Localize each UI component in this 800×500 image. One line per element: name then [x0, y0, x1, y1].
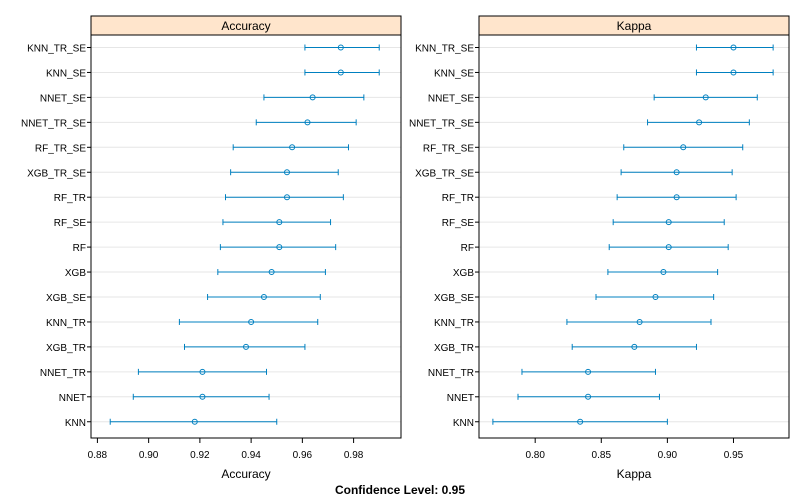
accuracy-category-label: NNET_TR — [40, 368, 86, 379]
accuracy-category-label: KNN_SE — [46, 68, 86, 79]
accuracy-point-knn-tr — [248, 318, 255, 325]
kappa-category-label: RF — [461, 243, 474, 254]
kappa-category-label: KNN — [453, 418, 474, 429]
kappa-point-knn — [577, 418, 584, 425]
accuracy-point-knn-se — [337, 69, 344, 76]
accuracy-panel: Accuracy KNN_TR_SE KNN_SE NNET_SE NNET_TR_SE… — [21, 15, 402, 481]
kappa-category-label: RF_TR_SE — [423, 143, 474, 154]
kappa-category-label: RF_SE — [442, 218, 475, 229]
kappa-x-tick-label: 0.85 — [592, 450, 612, 461]
confidence-level-footer: Confidence Level: 0.95 — [335, 483, 465, 497]
accuracy-axis-label: Accuracy — [221, 467, 270, 481]
kappa-point-xgb-se — [652, 294, 659, 300]
accuracy-category-label: NNET_TR_SE — [21, 118, 86, 129]
kappa-point-knn-tr-se — [730, 44, 737, 51]
kappa-point-xgb-tr — [631, 343, 638, 350]
accuracy-point-nnet-tr-se — [304, 119, 311, 126]
kappa-category-label: KNN_TR — [434, 318, 474, 329]
kappa-frame — [478, 34, 790, 439]
accuracy-category-label: NNET_SE — [40, 93, 86, 104]
accuracy-category-label: KNN_TR_SE — [27, 44, 86, 55]
accuracy-category-label: RF — [73, 243, 86, 254]
accuracy-category-label: XGB_TR_SE — [27, 168, 86, 179]
accuracy-strip-label: Accuracy — [221, 19, 270, 33]
kappa-point-rf — [665, 244, 672, 251]
accuracy-point-nnet — [199, 393, 206, 400]
accuracy-point-rf-se — [276, 219, 283, 226]
accuracy-frame — [90, 34, 402, 439]
kappa-category-label: XGB_TR_SE — [415, 168, 474, 179]
accuracy-category-label: XGB_SE — [46, 293, 86, 304]
kappa-point-knn-tr — [636, 318, 643, 325]
kappa-category-label: KNN_TR_SE — [415, 44, 474, 55]
kappa-category-label: XGB — [453, 268, 474, 279]
accuracy-point-xgb-tr-se — [283, 169, 290, 176]
kappa-category-label: KNN_SE — [434, 68, 474, 79]
accuracy-x-tick-label: 0.98 — [344, 450, 364, 461]
accuracy-x-tick-label: 0.90 — [139, 450, 159, 461]
kappa-category-label: XGB_TR — [434, 343, 474, 354]
accuracy-category-label: NNET — [59, 393, 86, 404]
kappa-point-rf-tr — [673, 194, 680, 201]
kappa-point-knn-se — [730, 69, 737, 76]
accuracy-x-tick-label: 0.92 — [190, 450, 210, 461]
kappa-point-xgb-tr-se — [673, 169, 680, 176]
kappa-category-label: NNET_SE — [428, 93, 474, 104]
kappa-point-nnet — [585, 393, 592, 400]
accuracy-x-tick-label: 0.94 — [241, 450, 261, 461]
accuracy-point-nnet-se — [309, 94, 316, 101]
kappa-category-label: RF_TR — [442, 193, 474, 204]
kappa-point-nnet-se — [702, 94, 709, 101]
accuracy-category-label: XGB — [65, 268, 86, 279]
accuracy-category-label: RF_SE — [54, 218, 87, 229]
kappa-x-tick-label: 0.95 — [724, 450, 744, 461]
accuracy-point-rf — [276, 244, 283, 251]
accuracy-point-nnet-tr — [199, 368, 206, 375]
kappa-point-rf-tr-se — [680, 144, 687, 151]
kappa-axis-label: Kappa — [617, 467, 652, 481]
accuracy-category-label: XGB_TR — [46, 343, 86, 354]
accuracy-point-xgb-tr — [243, 343, 249, 350]
accuracy-x-tick-label: 0.96 — [293, 450, 313, 461]
accuracy-point-rf-tr — [283, 194, 290, 201]
kappa-point-xgb — [660, 269, 667, 276]
accuracy-category-label: KNN — [65, 418, 86, 429]
kappa-category-label: NNET_TR_SE — [409, 118, 474, 129]
kappa-point-rf-se — [665, 219, 672, 226]
accuracy-category-label: KNN_TR — [46, 318, 86, 329]
accuracy-x-tick-label: 0.88 — [88, 450, 108, 461]
kappa-category-label: NNET — [447, 393, 474, 404]
kappa-panel: Kappa KNN_TR_SE KNN_SE NNET_SE NNET_TR_SE RF_… — [409, 15, 790, 481]
kappa-x-tick-label: 0.90 — [658, 450, 678, 461]
kappa-point-nnet-tr-se — [696, 119, 703, 126]
kappa-category-label: XGB_SE — [434, 293, 474, 304]
accuracy-point-knn-tr-se — [337, 44, 344, 51]
kappa-category-label: NNET_TR — [428, 368, 474, 379]
kappa-strip-label: Kappa — [617, 19, 652, 33]
kappa-point-nnet-tr — [585, 368, 592, 375]
accuracy-point-xgb-se — [260, 294, 267, 300]
accuracy-category-label: RF_TR_SE — [35, 143, 86, 154]
accuracy-category-label: RF_TR — [54, 193, 86, 204]
accuracy-point-rf-tr-se — [289, 144, 296, 151]
accuracy-point-xgb — [268, 269, 275, 276]
kappa-x-tick-label: 0.80 — [525, 450, 545, 461]
accuracy-point-knn — [191, 418, 198, 425]
